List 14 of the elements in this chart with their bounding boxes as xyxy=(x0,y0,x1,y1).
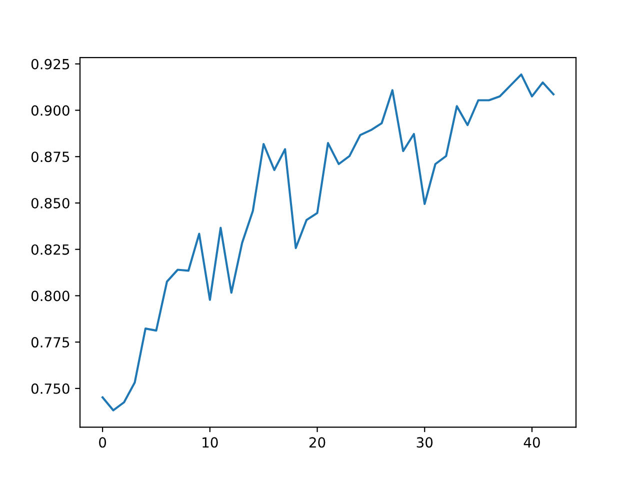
y-tick-label: 0.925 xyxy=(31,58,70,70)
x-tick-label: 30 xyxy=(416,437,433,448)
x-tick-label: 40 xyxy=(524,437,540,448)
x-tick-label: 10 xyxy=(202,437,218,448)
y-tick-label: 0.875 xyxy=(31,152,70,162)
y-tick-label: 0.850 xyxy=(31,198,70,208)
y-tick-label: 0.800 xyxy=(31,290,70,302)
y-tick-label: 0.775 xyxy=(31,337,70,348)
x-tick-label: 0 xyxy=(99,437,106,448)
x-tick-label: 20 xyxy=(309,437,326,448)
line-series xyxy=(102,73,554,412)
y-tick-label: 0.900 xyxy=(31,105,70,116)
y-tick-label: 0.825 xyxy=(31,244,70,255)
y-tick-label: 0.750 xyxy=(31,383,70,394)
